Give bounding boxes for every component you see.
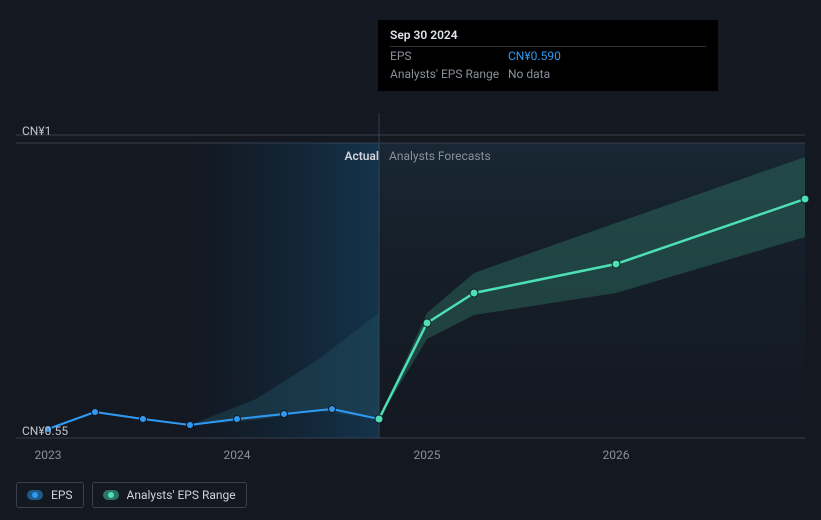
actual-region-label: Actual	[344, 149, 379, 163]
eps-actual-marker[interactable]	[140, 416, 147, 423]
legend-swatch-icon	[27, 490, 43, 500]
eps-actual-marker[interactable]	[329, 406, 336, 413]
plot-area[interactable]: Actual Analysts Forecasts	[16, 143, 805, 438]
legend-swatch-icon	[103, 490, 119, 500]
tooltip-row-label: EPS	[390, 49, 508, 63]
x-axis-tick: 2024	[224, 448, 251, 462]
tooltip-row-value: CN¥0.590	[508, 49, 561, 63]
legend-item-label: Analysts' EPS Range	[127, 488, 236, 502]
tooltip-row: EPSCN¥0.590	[390, 46, 706, 65]
x-axis-tick: 2023	[35, 448, 62, 462]
x-axis-tick: 2026	[603, 448, 630, 462]
eps-chart-container: Sep 30 2024 EPSCN¥0.590Analysts' EPS Ran…	[0, 0, 821, 520]
eps-forecast-marker[interactable]	[801, 195, 809, 203]
eps-forecast-marker[interactable]	[470, 289, 478, 297]
chart-tooltip: Sep 30 2024 EPSCN¥0.590Analysts' EPS Ran…	[378, 20, 718, 91]
legend-item-label: EPS	[51, 488, 73, 502]
y-axis-label-bottom: CN¥0.55	[22, 424, 68, 438]
eps-forecast-marker[interactable]	[612, 260, 620, 268]
eps-actual-marker[interactable]	[92, 409, 99, 416]
forecasts-region-label: Analysts Forecasts	[389, 149, 491, 163]
x-axis-tick: 2025	[414, 448, 441, 462]
tooltip-row-label: Analysts' EPS Range	[390, 67, 508, 81]
tooltip-row-value: No data	[508, 67, 550, 81]
x-axis-labels: 2023 2024 2025 2026	[16, 448, 805, 468]
eps-forecast-marker[interactable]	[375, 415, 383, 423]
tooltip-date: Sep 30 2024	[390, 28, 706, 42]
eps-actual-marker[interactable]	[234, 416, 241, 423]
eps-actual-marker[interactable]	[187, 422, 194, 429]
eps-forecast-marker[interactable]	[423, 319, 431, 327]
legend: EPS Analysts' EPS Range	[16, 482, 247, 508]
eps-actual-marker[interactable]	[281, 411, 288, 418]
legend-item[interactable]: Analysts' EPS Range	[92, 482, 247, 508]
legend-item[interactable]: EPS	[16, 482, 84, 508]
plot-svg	[16, 143, 805, 438]
y-axis-label-top: CN¥1	[22, 124, 51, 138]
tooltip-row: Analysts' EPS RangeNo data	[390, 65, 706, 83]
